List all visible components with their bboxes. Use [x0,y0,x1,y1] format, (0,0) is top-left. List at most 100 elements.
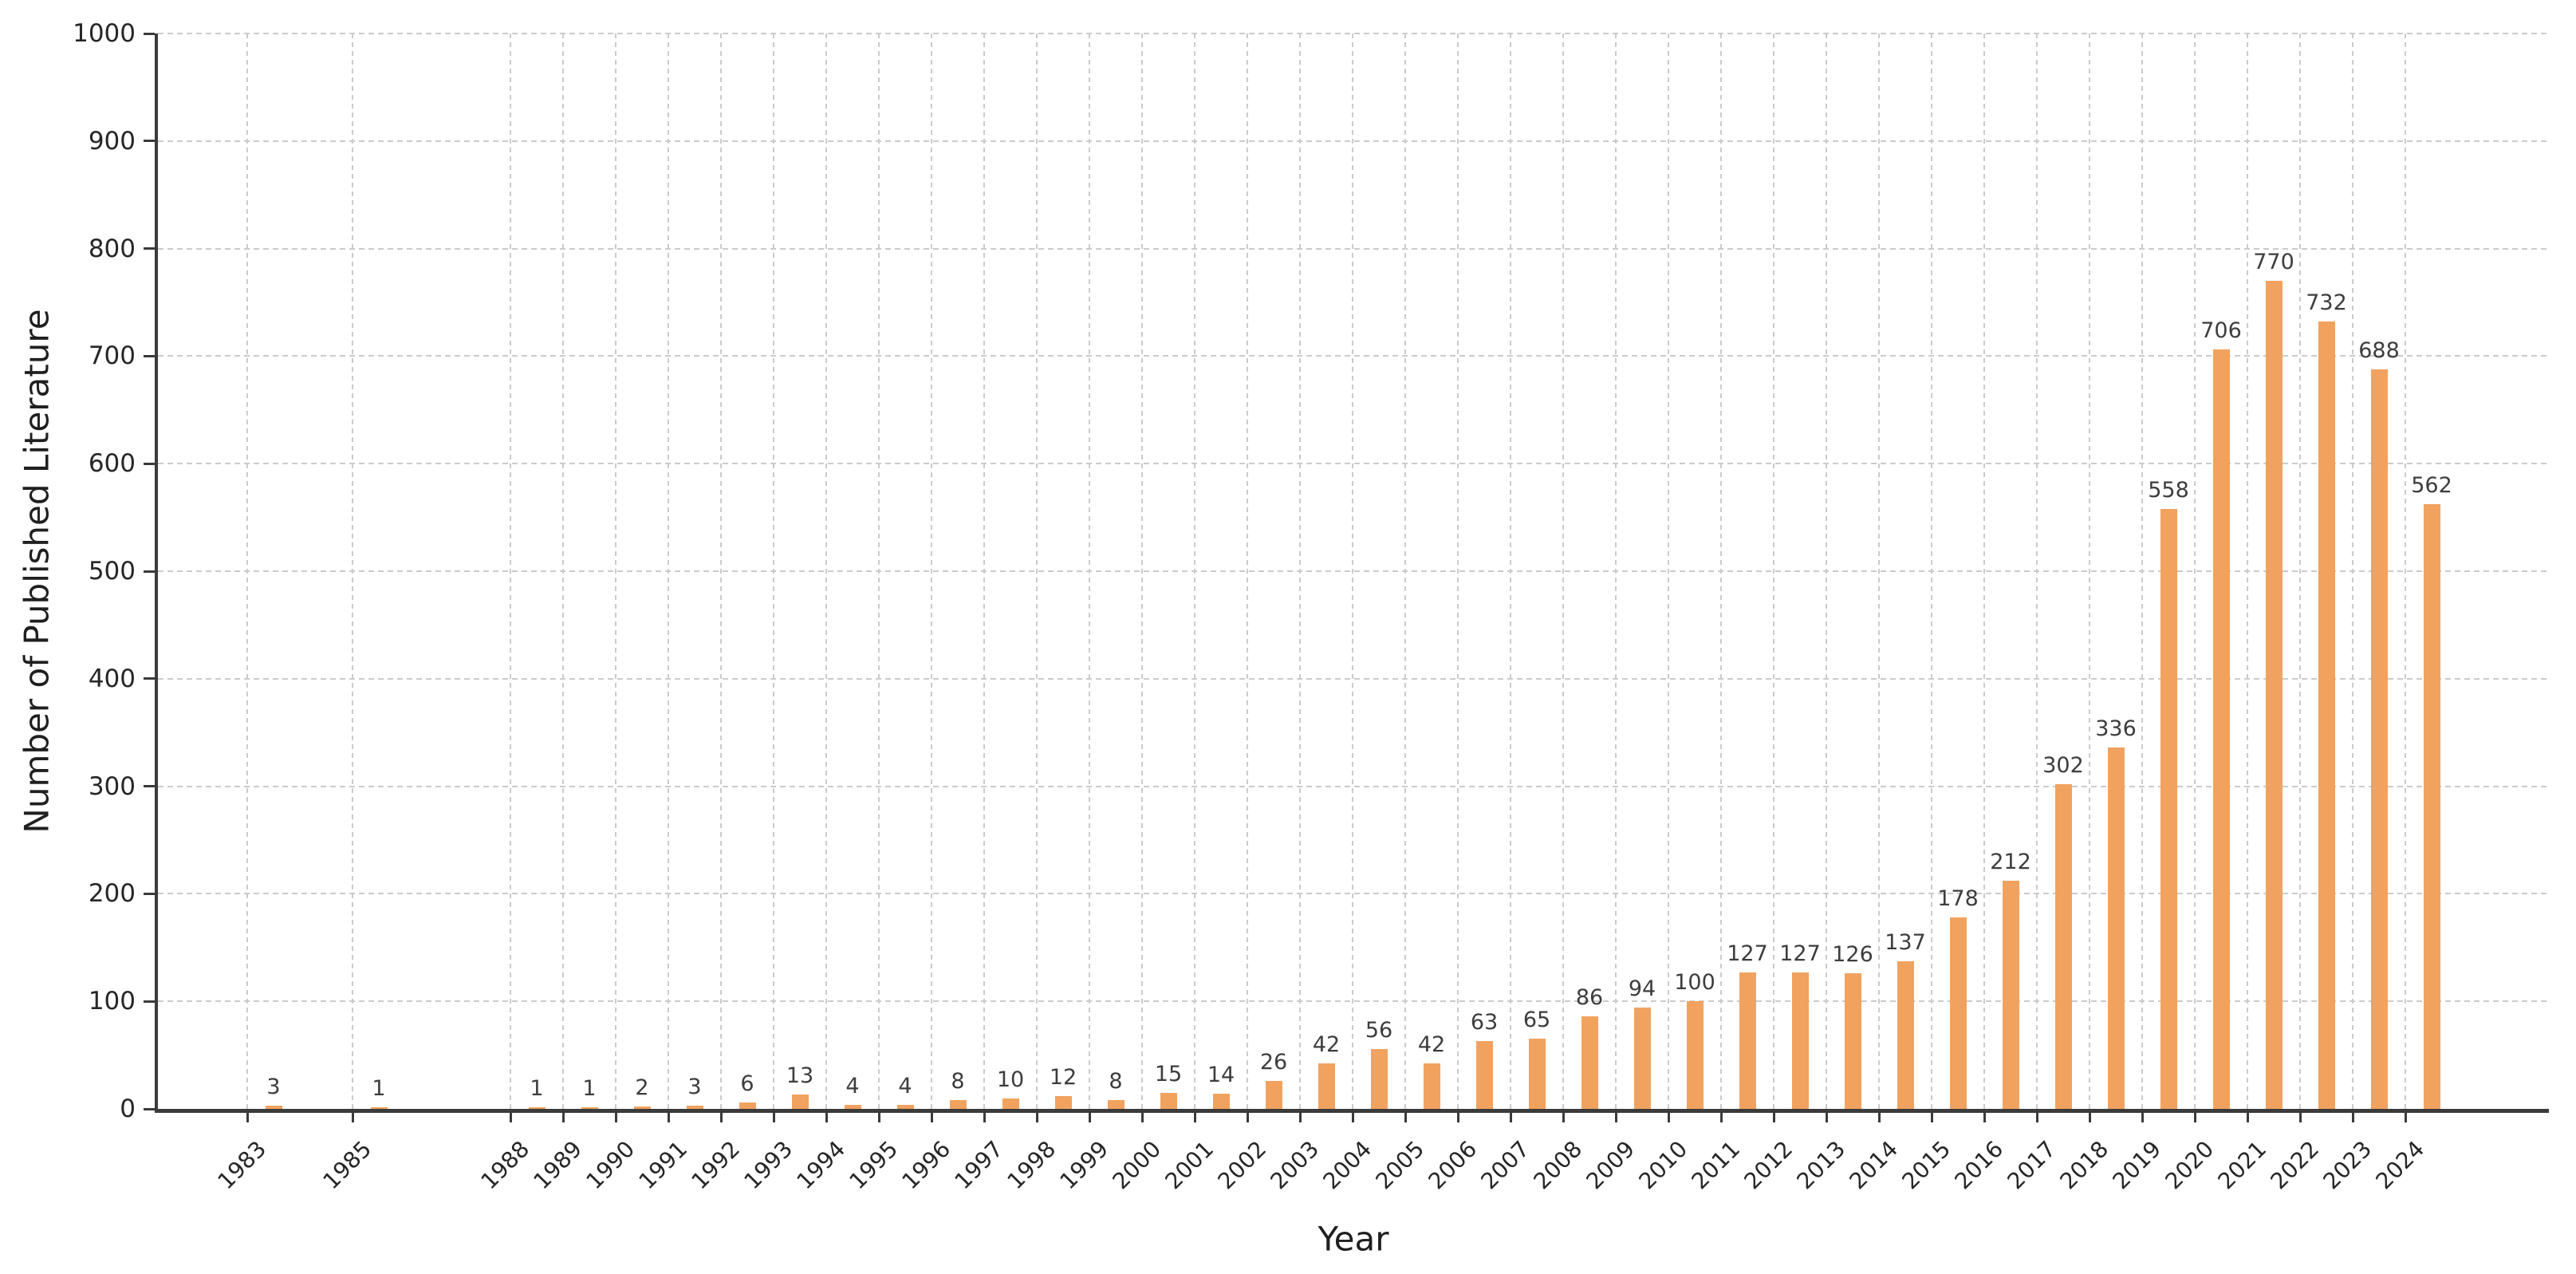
gridline-horizontal [158,140,2549,142]
x-axis-tick [561,1113,565,1122]
gridline-vertical [2299,34,2301,1109]
x-tick-label: 2015 [1897,1135,1956,1195]
x-tick-label: 1990 [581,1135,640,1195]
x-tick-label: 1996 [896,1135,955,1195]
x-axis-tick [2298,1113,2302,1122]
bar [1528,1039,1546,1109]
x-tick-label: 1997 [949,1135,1008,1195]
x-tick-label: 2023 [2318,1135,2377,1195]
bar [1581,1016,1598,1109]
x-axis-tick [1930,1113,1933,1122]
bar-value-label: 3 [266,1074,281,1099]
y-axis-tick [144,462,155,465]
x-tick-label: 2024 [2370,1135,2429,1195]
x-axis-tick [509,1113,512,1122]
x-axis-tick [1193,1113,1196,1122]
plot-area: 3 1 1 1 2 3 6 13 4 4 8 10 12 8 15 14 26 42 56 42 63 65 86 94 100… [144,32,2549,1194]
bar-value-label: 13 [786,1063,814,1089]
bar-value-label: 42 [1417,1032,1446,1058]
bar-value-label: 4 [845,1073,860,1098]
bar [528,1107,546,1109]
bar [1791,972,1809,1109]
x-axis-tick [1614,1113,1617,1122]
gridline-horizontal [158,1000,2549,1003]
gridline-vertical [1773,34,1774,1109]
x-tick-label: 2003 [1265,1135,1324,1195]
gridline-vertical [246,34,248,1109]
x-tick-label: 1989 [528,1135,587,1195]
x-axis-tick [1140,1113,1144,1122]
bar-value-label: 86 [1575,985,1604,1011]
gridline-vertical [1194,34,1195,1109]
gridline-vertical [2141,34,2143,1109]
x-axis-tick [614,1113,617,1122]
gridline-vertical [2405,34,2406,1109]
bar-value-label: 2 [635,1075,649,1101]
gridline-vertical [983,34,985,1109]
x-tick-label: 2010 [1633,1135,1692,1195]
x-tick-label: 1993 [739,1135,798,1195]
gridline-vertical [1931,34,1932,1109]
bar [1739,972,1756,1109]
bar-value-label: 212 [1990,850,2031,875]
gridline-horizontal [158,893,2549,895]
y-tick-label: 900 [88,126,136,156]
bar [2370,369,2388,1109]
x-axis-tick [1667,1113,1670,1122]
bar [1212,1094,1230,1109]
bar-value-label: 732 [2306,290,2347,316]
x-axis-tick [1877,1113,1881,1122]
x-axis-tick [2088,1113,2091,1122]
gridline-horizontal [158,570,2549,572]
gridline-vertical [1299,34,1301,1109]
x-tick-label: 2000 [1107,1135,1166,1195]
x-tick-label: 1992 [686,1135,745,1195]
bar [1265,1080,1282,1109]
x-axis-tick [877,1113,880,1122]
bar-value-label: 100 [1674,970,1715,996]
x-tick-label: 2006 [1423,1135,1482,1195]
x-axis-tick [930,1113,933,1122]
gridline-vertical [352,34,353,1109]
bar-value-label: 56 [1365,1017,1393,1043]
x-axis-tick [1456,1113,1459,1122]
bar [1844,973,1861,1109]
bar [1633,1008,1651,1109]
bar-value-label: 63 [1470,1010,1499,1035]
bar-value-label: 8 [951,1069,965,1095]
bar [2212,349,2230,1109]
bar-value-label: 1 [530,1076,544,1101]
gridline-horizontal [158,677,2549,680]
x-tick-label: 2001 [1160,1135,1219,1195]
bar [2265,281,2283,1109]
bar [370,1107,388,1109]
gridline-vertical [2247,34,2248,1109]
x-axis-tick [351,1113,354,1122]
y-axis-tick [144,1000,155,1003]
y-axis-tick [144,892,155,895]
gridline-vertical [878,34,880,1109]
bar-value-label: 178 [1937,886,1979,912]
y-tick-label: 700 [88,341,136,371]
y-tick-label: 400 [88,664,136,693]
gridline-vertical [1878,34,1880,1109]
bar [949,1100,967,1109]
x-tick-label: 2008 [1528,1135,1587,1195]
y-tick-label: 100 [88,987,136,1016]
bar-value-label: 4 [898,1073,912,1098]
bar-value-label: 1 [372,1076,386,1101]
y-axis-tick [144,247,155,250]
x-tick-label: 2012 [1739,1135,1798,1195]
gridline-horizontal [158,463,2549,465]
x-tick-label: 2007 [1475,1135,1534,1195]
x-axis-tick [1825,1113,1828,1122]
bar [1423,1063,1440,1109]
y-tick-label: 800 [88,234,136,263]
y-tick-label: 200 [88,879,136,909]
bar-value-label: 706 [2200,318,2242,344]
gridline-vertical [1089,34,1090,1109]
bar-value-label: 94 [1628,976,1656,1002]
bar [791,1095,809,1109]
bar [2054,783,2072,1109]
bar [686,1105,703,1109]
